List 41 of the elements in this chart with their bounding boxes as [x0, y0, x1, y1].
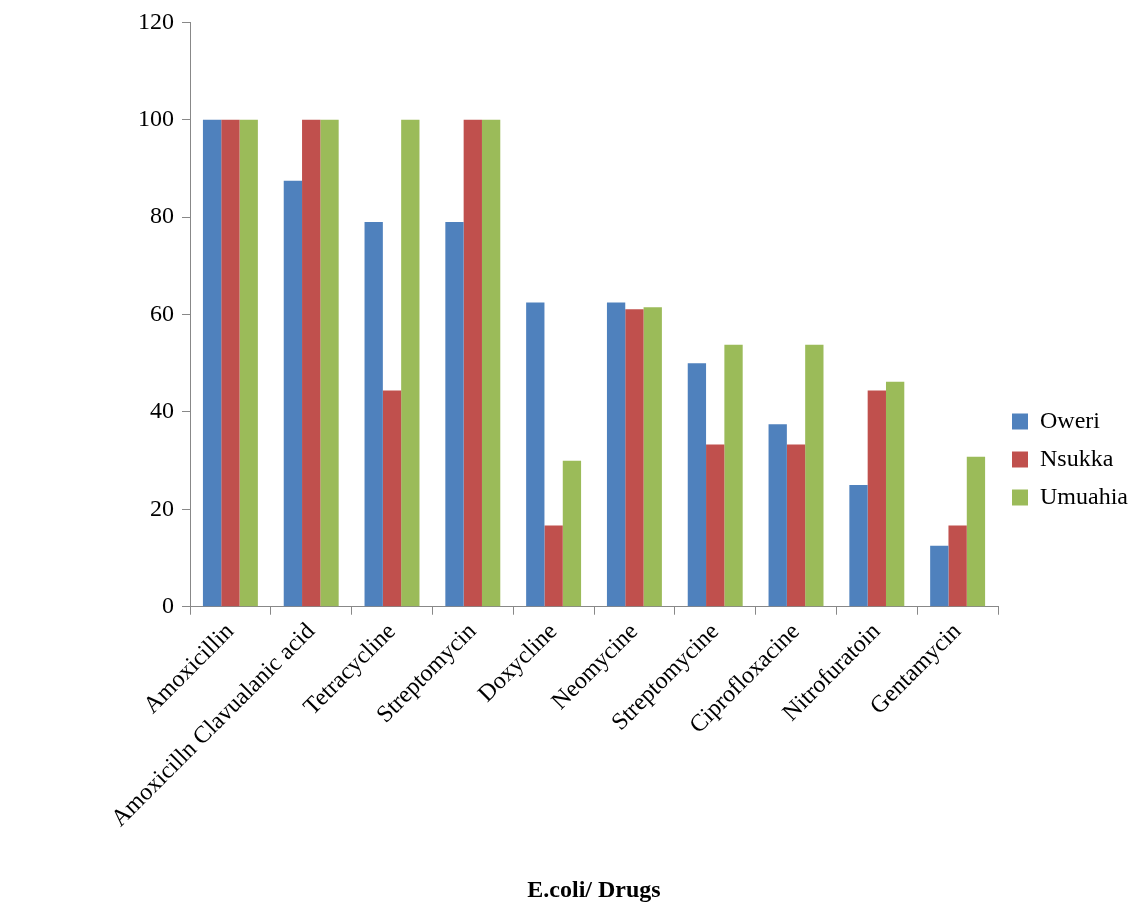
- y-tick-label: 40: [150, 397, 174, 424]
- bar: [885, 381, 905, 607]
- bar: [221, 119, 240, 607]
- bar: [239, 119, 258, 607]
- bar: [283, 180, 303, 607]
- y-tick-label: 80: [150, 202, 174, 229]
- bar: [481, 119, 501, 607]
- bar: [966, 456, 986, 607]
- bar: [643, 307, 662, 607]
- bar: [445, 222, 464, 607]
- y-tick-label: 60: [150, 299, 174, 326]
- bar: [706, 444, 725, 607]
- y-tick-label: 0: [162, 592, 174, 619]
- bar: [364, 222, 383, 607]
- y-tick-label: 120: [138, 7, 174, 34]
- bar: [786, 444, 806, 607]
- legend-label: Nsukka: [1040, 444, 1114, 471]
- bar: [867, 390, 886, 607]
- bar: [724, 344, 743, 607]
- bar: [463, 119, 482, 607]
- y-tick-label: 100: [138, 105, 174, 132]
- bar: [544, 525, 563, 607]
- y-tick-label: 20: [150, 494, 174, 521]
- bar: [562, 460, 582, 607]
- bar: [320, 119, 339, 607]
- bar: [930, 545, 949, 607]
- bar: [526, 302, 545, 607]
- bar: [606, 302, 626, 607]
- x-axis-title: E.coli/ Drugs: [527, 875, 661, 902]
- bar: [625, 309, 644, 607]
- bar: [687, 363, 707, 607]
- bar: [401, 119, 420, 607]
- bar: [805, 344, 824, 607]
- bar: [382, 390, 402, 607]
- bar: [202, 119, 222, 607]
- legend-label: Umuahia: [1040, 482, 1129, 509]
- bar: [948, 525, 967, 607]
- legend-label: Oweri: [1040, 406, 1101, 433]
- bar: [768, 424, 787, 607]
- bar: [849, 485, 868, 607]
- bar: [302, 119, 321, 607]
